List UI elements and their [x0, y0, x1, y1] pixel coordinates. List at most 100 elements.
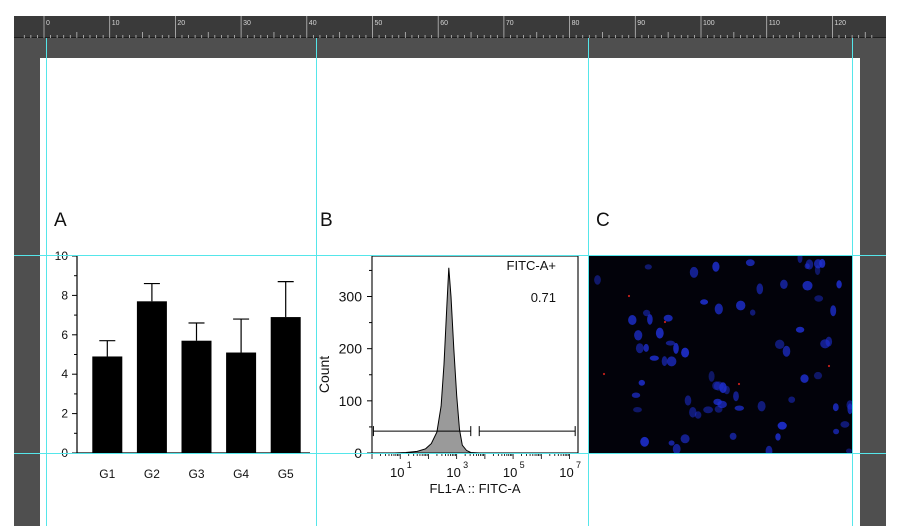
y-axis-label: Count	[316, 356, 332, 393]
nucleus	[672, 443, 681, 455]
nucleus	[723, 385, 730, 395]
nucleus	[780, 279, 788, 289]
nucleus	[765, 445, 773, 457]
ruler-mark-label: 30	[243, 20, 251, 27]
nucleus	[714, 303, 723, 315]
left-edge	[0, 0, 14, 526]
bar	[136, 301, 167, 453]
x-tick-label: 10	[446, 465, 460, 480]
nucleus	[638, 379, 645, 386]
nucleus	[775, 339, 785, 349]
nucleus	[644, 264, 652, 270]
nucleus	[665, 340, 675, 346]
nucleus	[689, 266, 699, 278]
x-tick-label: 10	[559, 465, 573, 480]
horizontal-ruler[interactable]: 0 10 20 30 40 50 60 70 80 90 100 110 120	[14, 16, 886, 38]
panel-b-label: B	[320, 210, 333, 231]
plot-frame	[371, 255, 579, 454]
bar	[270, 317, 301, 453]
nucleus	[666, 356, 677, 367]
nucleus	[788, 396, 796, 403]
nucleus	[713, 398, 722, 406]
nucleus	[700, 299, 709, 305]
nucleus	[846, 400, 854, 410]
ruler-mark-label: 20	[177, 20, 185, 27]
nucleus	[750, 309, 756, 316]
x-tick-exponent: 5	[520, 460, 525, 470]
x-tick-exponent: 1	[407, 460, 412, 470]
gate-name-label: FITC-A+	[507, 258, 556, 273]
category-label: G2	[144, 467, 160, 481]
red-spot	[627, 294, 631, 298]
nucleus	[689, 407, 697, 418]
nucleus	[832, 403, 839, 412]
y-tick-label: 6	[61, 328, 68, 342]
guide-vertical[interactable]	[588, 38, 589, 526]
nucleus	[756, 283, 764, 295]
nucleus	[830, 305, 837, 317]
nucleus	[820, 339, 830, 349]
category-label: G3	[188, 467, 204, 481]
nucleus	[703, 406, 713, 414]
y-tick-label: 2	[61, 407, 68, 421]
x-axis-label: FL1-A :: FITC-A	[429, 481, 520, 496]
nucleus	[631, 392, 641, 398]
bar	[181, 340, 212, 453]
micrograph-image	[594, 252, 854, 457]
nucleus	[775, 433, 781, 441]
nucleus	[661, 356, 668, 367]
x-tick-label: 10	[503, 465, 517, 480]
top-edge	[14, 0, 900, 16]
nucleus	[733, 391, 739, 402]
nucleus	[643, 343, 649, 352]
y-tick-label: 10	[55, 249, 69, 263]
nucleus	[836, 280, 842, 289]
guide-vertical[interactable]	[852, 38, 853, 526]
guide-horizontal[interactable]	[14, 453, 886, 454]
nucleus	[712, 261, 720, 272]
nucleus	[684, 395, 692, 406]
nucleus	[633, 407, 642, 413]
x-tick-exponent: 7	[576, 460, 581, 470]
bar	[226, 352, 257, 453]
nucleus	[800, 374, 809, 383]
nucleus	[673, 342, 679, 354]
nucleus	[668, 440, 675, 446]
nucleus	[712, 381, 721, 390]
nucleus	[628, 315, 637, 325]
y-tick-label: 8	[61, 288, 68, 302]
y-tick-label: 4	[61, 367, 68, 381]
nucleus	[846, 448, 852, 454]
nucleus	[649, 355, 659, 361]
guide-vertical[interactable]	[46, 38, 47, 526]
fluorescence-micrograph	[589, 252, 854, 457]
nucleus	[708, 371, 715, 382]
nucleus	[594, 275, 601, 285]
nucleus	[681, 347, 690, 358]
nucleus	[814, 295, 824, 302]
bar	[92, 356, 123, 453]
ruler-mark-label: 0	[46, 20, 50, 27]
y-tick-label: 200	[339, 341, 363, 357]
y-tick-label: 100	[339, 393, 363, 409]
ruler-mark-label: 60	[440, 20, 448, 27]
red-spot	[827, 364, 831, 368]
nucleus	[694, 411, 702, 419]
ruler-mark-label: 70	[506, 20, 514, 27]
panel-a-label: A	[54, 210, 67, 231]
guide-horizontal[interactable]	[14, 255, 886, 256]
nucleus	[680, 434, 690, 444]
nucleus	[745, 259, 755, 267]
nucleus	[640, 436, 649, 447]
ruler-mark-label: 90	[637, 20, 645, 27]
nucleus	[840, 421, 850, 428]
nucleus	[663, 314, 673, 322]
nucleus	[802, 280, 813, 291]
guide-vertical[interactable]	[316, 38, 317, 526]
ruler-mark-label: 40	[309, 20, 317, 27]
nucleus	[757, 401, 766, 412]
nucleus	[734, 405, 744, 411]
right-edge	[886, 16, 900, 526]
